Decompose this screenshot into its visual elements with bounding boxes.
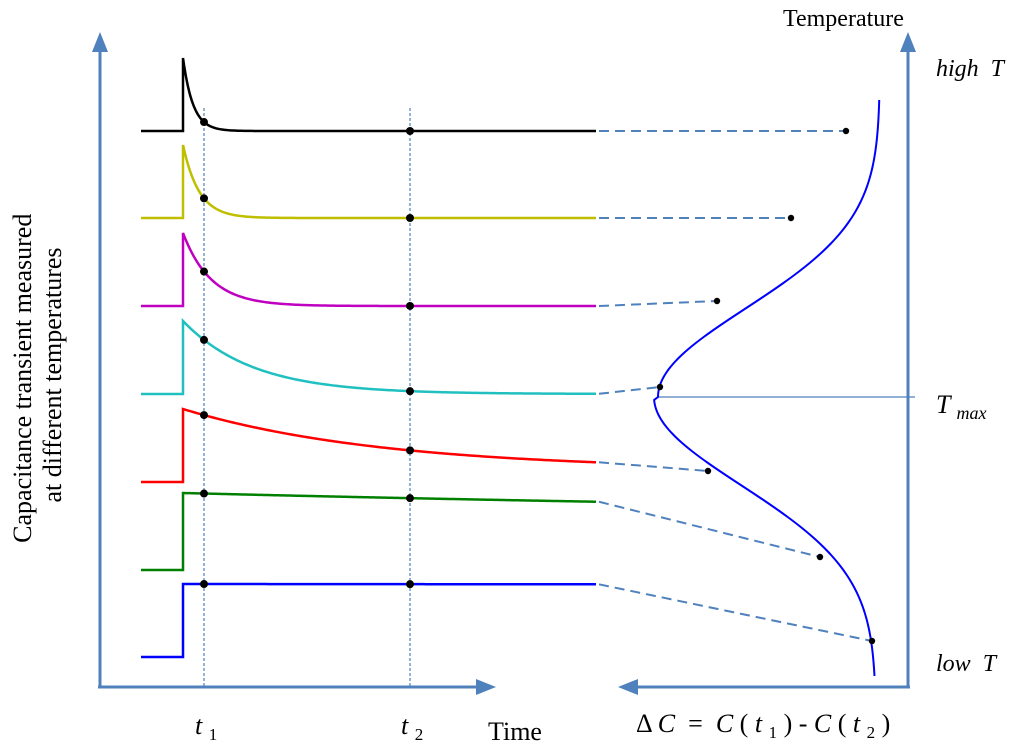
t1-subscript: 1 — [209, 725, 218, 744]
temperature-axis-arrowhead — [900, 32, 916, 52]
sample-dot-t2-temperature-2 — [406, 494, 414, 503]
dc-t2-subscript: 2 — [867, 723, 876, 742]
peak-point-temperature-4 — [656, 383, 664, 391]
sample-dot-t1-temperature-5 — [200, 267, 208, 276]
peak-point-temperature-2 — [816, 553, 824, 561]
sample-dot-t2-highest-temperature — [406, 127, 414, 135]
t1-symbol: t — [195, 711, 203, 740]
sample-dot-t2-temperature-4 — [406, 387, 414, 396]
peak-point-temperature-6 — [787, 214, 795, 222]
dc-equals: = — [682, 709, 710, 738]
low-t-label: low T — [936, 651, 998, 677]
tmax-label: T max — [936, 390, 987, 423]
sample-dot-t1-temperature-2 — [200, 489, 208, 498]
transient-curve-lowest-temperature — [141, 582, 596, 659]
dc-c-t1: C — [716, 709, 734, 738]
peak-point-highest-temperature — [842, 127, 850, 135]
transient-curve-temperature-4 — [141, 317, 597, 396]
low-t-word: low — [936, 651, 971, 677]
right-axes — [618, 32, 916, 695]
y-axis-title-line2: at different temperatures — [38, 247, 67, 502]
dc-c-left: C — [658, 709, 676, 738]
t2-label: t 2 — [401, 711, 423, 744]
high-t-word: high — [936, 56, 979, 82]
sample-dot-t2-lowest-temperature — [406, 580, 414, 589]
capacitance-transients — [141, 57, 597, 659]
sample-dot-t1-highest-temperature — [200, 118, 208, 127]
dc-t1-subscript: 1 — [769, 723, 778, 742]
temperature-axis-title: Temperature — [783, 6, 904, 32]
transient-curve-temperature-5 — [141, 232, 596, 308]
peak-point-lowest-temperature — [868, 637, 876, 645]
left-y-axis-arrowhead — [92, 32, 108, 52]
t2-subscript: 2 — [415, 725, 424, 744]
sample-dot-t2-temperature-6 — [406, 214, 414, 222]
y-axis-title-line1: Capacitance transient measured — [8, 214, 37, 543]
peak-point-temperature-3 — [704, 467, 712, 475]
dashed-link-lowest-temperature — [598, 583, 873, 642]
transient-curve-temperature-2 — [141, 491, 597, 572]
delta-c-axis-arrowhead — [618, 679, 638, 695]
tmax-symbol: T — [936, 390, 952, 419]
dlts-peak-curve — [653, 99, 881, 677]
sample-dot-t1-temperature-6 — [200, 194, 208, 203]
dc-t2: t — [853, 709, 861, 738]
dc-c-t2: C — [814, 709, 832, 738]
high-t-symbol: T — [991, 56, 1006, 82]
sample-dot-t2-temperature-3 — [406, 446, 414, 455]
dc-delta: Δ — [636, 709, 652, 738]
sample-dot-t1-lowest-temperature — [200, 580, 208, 589]
dc-t1: t — [755, 709, 763, 738]
sample-dot-t1-temperature-4 — [200, 335, 208, 344]
transient-curve-temperature-3 — [141, 407, 597, 484]
transient-curve-temperature-6 — [141, 144, 596, 220]
left-axes — [92, 32, 496, 695]
time-axis-arrowhead — [476, 679, 496, 695]
tmax-subscript: max — [957, 403, 987, 423]
sample-points — [200, 118, 876, 645]
dc-minus: - — [799, 709, 808, 738]
t1-label: t 1 — [195, 711, 217, 744]
peak-point-temperature-5 — [713, 297, 721, 305]
dc-close-paren-1: ) — [784, 709, 793, 738]
time-axis-title: Time — [488, 717, 542, 746]
delta-c-formula: Δ C = C ( t 1 ) - C ( t 2 ) — [636, 709, 890, 744]
transient-to-peak-links — [598, 130, 873, 642]
dc-open-paren-1: ( — [740, 709, 749, 738]
high-t-label: high T — [936, 56, 1006, 82]
transient-curve-highest-temperature — [141, 57, 596, 133]
dashed-link-temperature-5 — [598, 300, 718, 307]
dc-open-paren-2: ( — [838, 709, 847, 738]
dashed-link-temperature-3 — [598, 461, 709, 472]
t2-symbol: t — [401, 711, 409, 740]
dashed-link-temperature-4 — [598, 386, 661, 395]
y-axis-title: Capacitance transient measured at differ… — [8, 207, 67, 543]
dashed-link-temperature-2 — [598, 500, 821, 558]
low-t-symbol: T — [983, 651, 998, 677]
time-marker-lines — [203, 108, 915, 687]
dc-close-paren-2: ) — [882, 709, 891, 738]
sample-dot-t1-temperature-3 — [200, 411, 208, 420]
sample-dot-t2-temperature-5 — [406, 301, 414, 310]
